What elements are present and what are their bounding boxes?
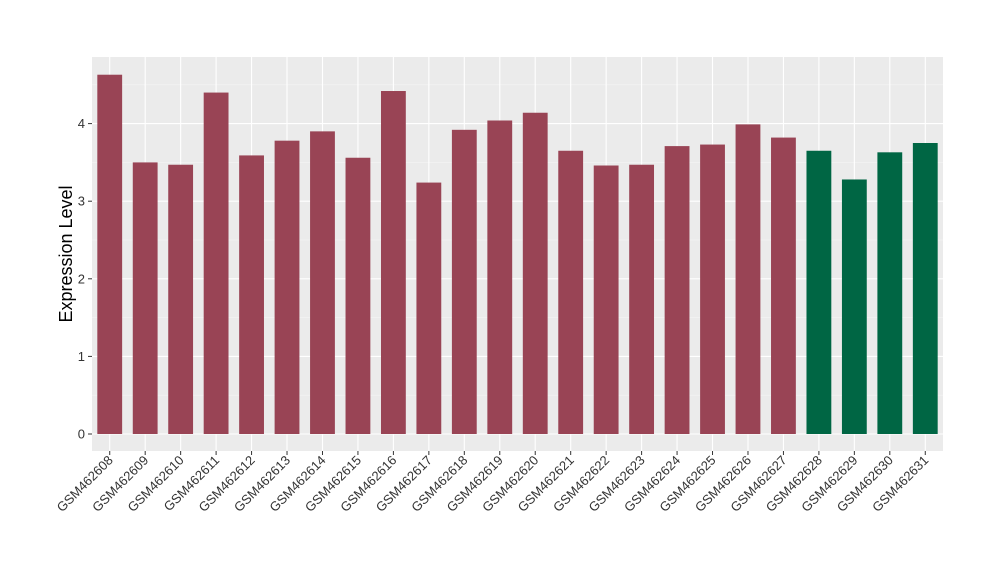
bar-GSM462624 — [664, 146, 690, 434]
bar-GSM462629 — [841, 179, 867, 434]
bar-GSM462611 — [203, 92, 229, 434]
bar-GSM462612 — [239, 155, 264, 434]
bar-GSM462619 — [487, 120, 513, 434]
y-tick-label: 2 — [78, 271, 85, 286]
minor-gridlines — [92, 84, 943, 396]
bar-GSM462623 — [629, 164, 655, 434]
bar-GSM462613 — [274, 140, 300, 434]
bar-GSM462610 — [168, 164, 194, 434]
bar-GSM462630 — [877, 152, 903, 434]
bar-GSM462625 — [700, 144, 725, 434]
y-tick-label: 4 — [78, 116, 85, 131]
bar-GSM462626 — [735, 124, 761, 434]
bar-GSM462608 — [97, 74, 123, 434]
bar-GSM462620 — [522, 112, 548, 435]
bar-GSM462616 — [380, 91, 406, 435]
bar-GSM462617 — [416, 182, 442, 434]
y-tick-label: 1 — [78, 349, 85, 364]
x-axis: GSM462608GSM462609GSM462610GSM462611GSM4… — [54, 451, 931, 515]
y-axis-title: Expression Level — [56, 185, 76, 322]
y-axis: 0 1 2 3 4 — [78, 116, 92, 442]
bar-GSM462628 — [806, 150, 832, 434]
bar-GSM462631 — [912, 143, 938, 434]
bar-GSM462614 — [310, 131, 335, 435]
y-tick-label: 0 — [78, 427, 85, 442]
bars — [97, 74, 938, 435]
y-tick-label: 3 — [78, 194, 85, 209]
plot-panel — [92, 57, 943, 451]
bar-GSM462609 — [132, 162, 158, 434]
bar-GSM462615 — [345, 157, 371, 434]
bar-GSM462618 — [451, 129, 477, 435]
bar-GSM462622 — [593, 165, 619, 434]
bar-GSM462627 — [771, 137, 796, 434]
bar-GSM462621 — [558, 150, 584, 434]
